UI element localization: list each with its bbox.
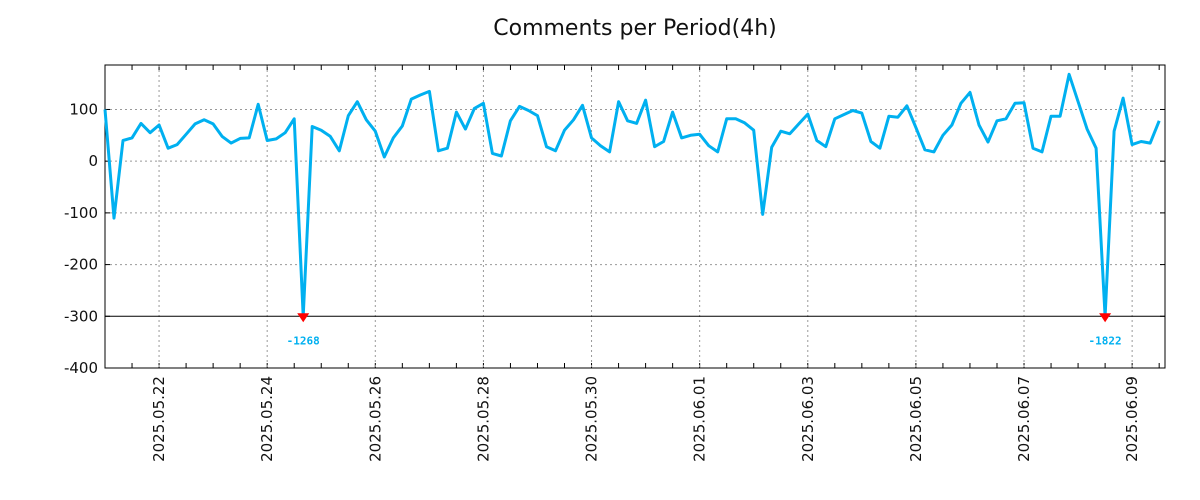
clipped-value-label: -1268 xyxy=(287,334,320,347)
y-tick-label: -400 xyxy=(64,359,98,377)
plot-frame xyxy=(104,64,1166,369)
y-tick-label: -200 xyxy=(64,256,98,274)
x-tick-label: 2025.06.09 xyxy=(1123,376,1141,462)
x-tick-label: 2025.05.26 xyxy=(366,376,384,462)
x-tick-label: 2025.06.03 xyxy=(799,376,817,462)
y-tick-label: 100 xyxy=(69,100,98,118)
y-tick-label: -300 xyxy=(64,307,98,325)
y-tick-label: -100 xyxy=(64,204,98,222)
clipped-value-marker xyxy=(1099,313,1112,323)
series-line-comments xyxy=(103,72,1161,318)
x-tick-label: 2025.05.28 xyxy=(474,376,492,462)
y-tick-label: 0 xyxy=(88,152,98,170)
x-tick-label: 2025.06.01 xyxy=(691,376,709,462)
x-tick-label: 2025.05.30 xyxy=(583,376,601,462)
x-tick-label: 2025.05.22 xyxy=(150,376,168,462)
x-tick-label: 2025.06.07 xyxy=(1015,376,1033,462)
clipped-value-label: -1822 xyxy=(1089,334,1122,347)
x-tick-label: 2025.06.05 xyxy=(907,376,925,462)
chart-title: Comments per Period(4h) xyxy=(493,16,777,41)
x-tick-label: 2025.05.24 xyxy=(258,376,276,462)
clipped-value-marker xyxy=(297,313,310,323)
